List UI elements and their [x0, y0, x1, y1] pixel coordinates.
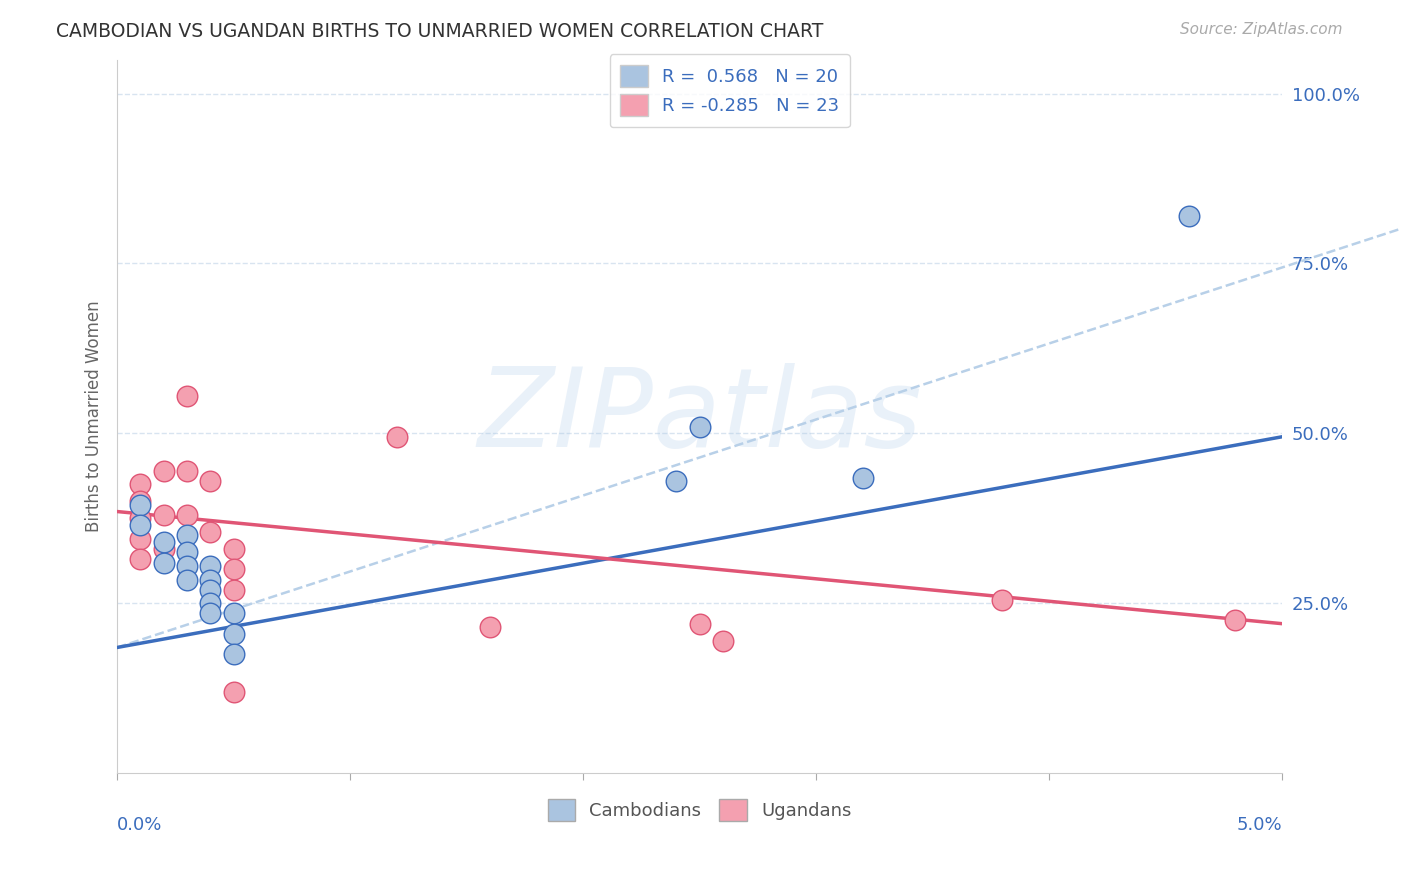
Text: ZIPatlas: ZIPatlas [478, 363, 922, 470]
Point [129, 532, 152, 546]
Point [200, 573, 222, 587]
Point [222, 627, 245, 641]
Text: 5.0%: 5.0% [1236, 816, 1282, 834]
Point [176, 573, 198, 587]
Point [852, 470, 875, 484]
Legend: Cambodians, Ugandans: Cambodians, Ugandans [541, 792, 859, 829]
Point [176, 464, 198, 478]
Point [689, 616, 711, 631]
Point [478, 620, 501, 634]
Point [200, 558, 222, 573]
Point [689, 419, 711, 434]
Point [200, 474, 222, 488]
Point [711, 633, 734, 648]
Point [1178, 209, 1201, 223]
Text: CAMBODIAN VS UGANDAN BIRTHS TO UNMARRIED WOMEN CORRELATION CHART: CAMBODIAN VS UGANDAN BIRTHS TO UNMARRIED… [56, 22, 824, 41]
Text: 0.0%: 0.0% [117, 816, 163, 834]
Point [176, 545, 198, 559]
Point [152, 541, 174, 556]
Point [152, 535, 174, 549]
Point [665, 474, 688, 488]
Point [152, 508, 174, 522]
Point [129, 477, 152, 491]
Point [991, 593, 1014, 607]
Point [176, 389, 198, 403]
Point [129, 498, 152, 512]
Point [222, 541, 245, 556]
Point [1225, 613, 1247, 627]
Point [176, 528, 198, 542]
Point [129, 511, 152, 525]
Point [129, 518, 152, 533]
Point [129, 494, 152, 508]
Point [200, 524, 222, 539]
Point [152, 464, 174, 478]
Point [176, 558, 198, 573]
Point [176, 508, 198, 522]
Y-axis label: Births to Unmarried Women: Births to Unmarried Women [86, 301, 103, 533]
Point [200, 596, 222, 610]
Point [222, 647, 245, 661]
Text: Source: ZipAtlas.com: Source: ZipAtlas.com [1180, 22, 1343, 37]
Point [222, 684, 245, 698]
Point [129, 552, 152, 566]
Point [385, 430, 408, 444]
Point [200, 582, 222, 597]
Point [222, 607, 245, 621]
Point [222, 582, 245, 597]
Point [152, 556, 174, 570]
Point [200, 607, 222, 621]
Point [222, 562, 245, 576]
